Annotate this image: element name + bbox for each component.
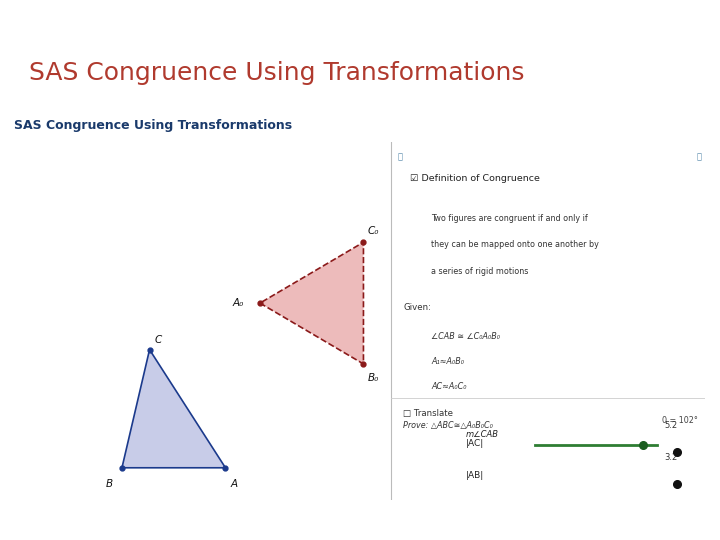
Text: C: C xyxy=(154,335,161,345)
Text: Given:: Given: xyxy=(403,303,431,312)
Text: |AC|: |AC| xyxy=(466,439,484,448)
Text: m∠CAB: m∠CAB xyxy=(466,430,498,439)
Text: ⎗: ⎗ xyxy=(696,153,701,162)
Text: □ Translate: □ Translate xyxy=(403,409,454,418)
Text: C₀: C₀ xyxy=(367,226,379,236)
Text: B: B xyxy=(106,479,113,489)
Text: SAS Congruence Using Transformations: SAS Congruence Using Transformations xyxy=(29,61,524,85)
Text: ⎗: ⎗ xyxy=(398,153,403,162)
Text: 3.2: 3.2 xyxy=(664,454,678,462)
Polygon shape xyxy=(260,242,364,364)
Text: AC≈A₀C₀: AC≈A₀C₀ xyxy=(431,382,467,391)
Text: 0 = 102°: 0 = 102° xyxy=(662,416,698,425)
Text: Prove: △ABC≅△A₀B₀C₀: Prove: △ABC≅△A₀B₀C₀ xyxy=(403,421,493,430)
Text: Two figures are congruent if and only if: Two figures are congruent if and only if xyxy=(431,214,588,222)
Text: ☑ Definition of Congruence: ☑ Definition of Congruence xyxy=(410,174,540,183)
Text: B₀: B₀ xyxy=(367,373,379,383)
Text: A₀: A₀ xyxy=(233,298,243,308)
Text: ∠CAB ≅ ∠C₀A₀B₀: ∠CAB ≅ ∠C₀A₀B₀ xyxy=(431,332,500,341)
Text: 5.2: 5.2 xyxy=(665,421,678,430)
Polygon shape xyxy=(122,349,225,468)
Text: SAS Congruence Using Transformations: SAS Congruence Using Transformations xyxy=(14,119,292,132)
Text: they can be mapped onto one another by: they can be mapped onto one another by xyxy=(431,240,599,249)
Text: A: A xyxy=(230,479,238,489)
Text: a series of rigid motions: a series of rigid motions xyxy=(431,267,528,276)
Text: |AB|: |AB| xyxy=(466,471,484,480)
Text: A₁≈A₀B₀: A₁≈A₀B₀ xyxy=(431,357,464,366)
